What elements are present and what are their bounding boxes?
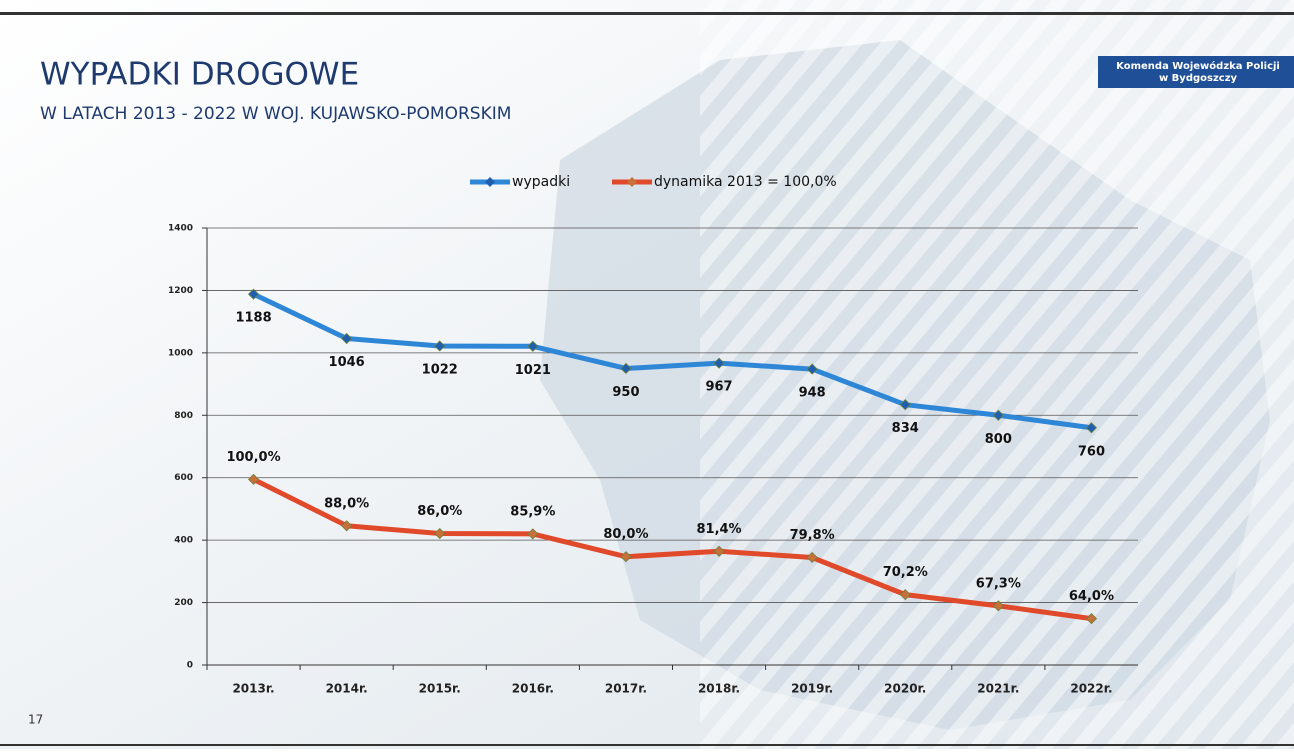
point-marker xyxy=(341,520,353,532)
x-tick-label: 2017r. xyxy=(605,682,647,696)
data-label: 1046 xyxy=(329,355,365,370)
x-tick-label: 2022r. xyxy=(1070,682,1112,696)
point-marker xyxy=(899,589,911,601)
point-marker xyxy=(992,409,1004,421)
point-marker xyxy=(713,545,725,557)
data-label: 967 xyxy=(705,380,732,395)
data-label: 67,3% xyxy=(976,576,1021,591)
data-label: 100,0% xyxy=(226,450,280,465)
point-marker xyxy=(620,551,632,563)
point-marker xyxy=(713,357,725,369)
legend-marker xyxy=(485,177,495,187)
data-label: 1022 xyxy=(422,362,458,377)
chart: 0 200 400 600 800 1000 1200 1400 2013r. 2014r. 201… xyxy=(168,174,1138,696)
data-label: 85,9% xyxy=(510,504,555,519)
point-marker xyxy=(1085,613,1098,625)
logo-text: w Bydgoszczy xyxy=(1159,73,1238,84)
data-label: 1188 xyxy=(235,311,271,326)
data-label: 950 xyxy=(612,385,639,400)
y-tick-label: 400 xyxy=(174,536,193,546)
point-marker xyxy=(247,288,260,300)
x-tick-label: 2018r. xyxy=(698,682,740,696)
point-marker xyxy=(1085,422,1098,434)
logo-text: Komenda Wojewódzka Policji xyxy=(1116,60,1280,72)
data-label: 1021 xyxy=(515,363,551,378)
subtitle: W LATACH 2013 - 2022 W WOJ. KUJAWSKO-POM… xyxy=(40,104,511,124)
point-marker xyxy=(434,527,446,540)
point-marker xyxy=(620,362,632,375)
x-tick-label: 2019r. xyxy=(791,682,833,696)
point-marker xyxy=(341,332,353,345)
series-line xyxy=(252,291,1092,431)
y-tick-label: 1000 xyxy=(168,348,193,358)
data-label: 800 xyxy=(985,432,1012,447)
data-label: 760 xyxy=(1078,444,1105,459)
x-tick-label: 2021r. xyxy=(977,682,1019,696)
bottom-border xyxy=(0,744,1294,746)
legend-label: wypadki xyxy=(512,174,570,190)
point-marker xyxy=(806,363,818,375)
point-marker xyxy=(899,399,911,411)
legend-label: dynamika 2013 = 100,0% xyxy=(654,174,837,190)
x-tick-label: 2020r. xyxy=(884,682,926,696)
point-marker xyxy=(527,528,539,540)
data-label: 81,4% xyxy=(696,522,741,537)
title: WYPADKI DROGOWE xyxy=(40,57,359,93)
data-label: 86,0% xyxy=(417,504,462,519)
data-label: 834 xyxy=(892,421,919,436)
y-tick-label: 200 xyxy=(174,598,193,608)
top-border xyxy=(0,12,1294,15)
y-tick-label: 800 xyxy=(174,411,193,421)
logo-banner xyxy=(1098,56,1294,88)
point-marker xyxy=(992,600,1004,612)
y-tick-label: 1200 xyxy=(168,286,193,296)
point-marker xyxy=(527,340,539,352)
point-marker xyxy=(247,473,260,485)
x-tick-label: 2016r. xyxy=(512,682,554,696)
page-number: 17 xyxy=(28,713,43,727)
stripes xyxy=(700,0,1294,749)
data-label: 64,0% xyxy=(1069,589,1114,604)
data-label: 88,0% xyxy=(324,496,369,511)
series-line xyxy=(252,477,1092,622)
point-marker xyxy=(434,340,446,352)
data-label: 79,8% xyxy=(790,528,835,543)
data-label: 70,2% xyxy=(883,565,928,580)
data-label: 80,0% xyxy=(603,527,648,542)
y-tick-label: 0 xyxy=(187,661,193,671)
x-tick-label: 2014r. xyxy=(326,682,368,696)
data-label: 948 xyxy=(799,386,826,401)
x-tick-label: 2015r. xyxy=(419,682,461,696)
point-marker xyxy=(806,551,818,564)
legend-marker xyxy=(627,177,637,187)
y-tick-label: 1400 xyxy=(168,224,193,234)
y-tick-label: 600 xyxy=(174,473,193,483)
x-tick-label: 2013r. xyxy=(232,682,274,696)
